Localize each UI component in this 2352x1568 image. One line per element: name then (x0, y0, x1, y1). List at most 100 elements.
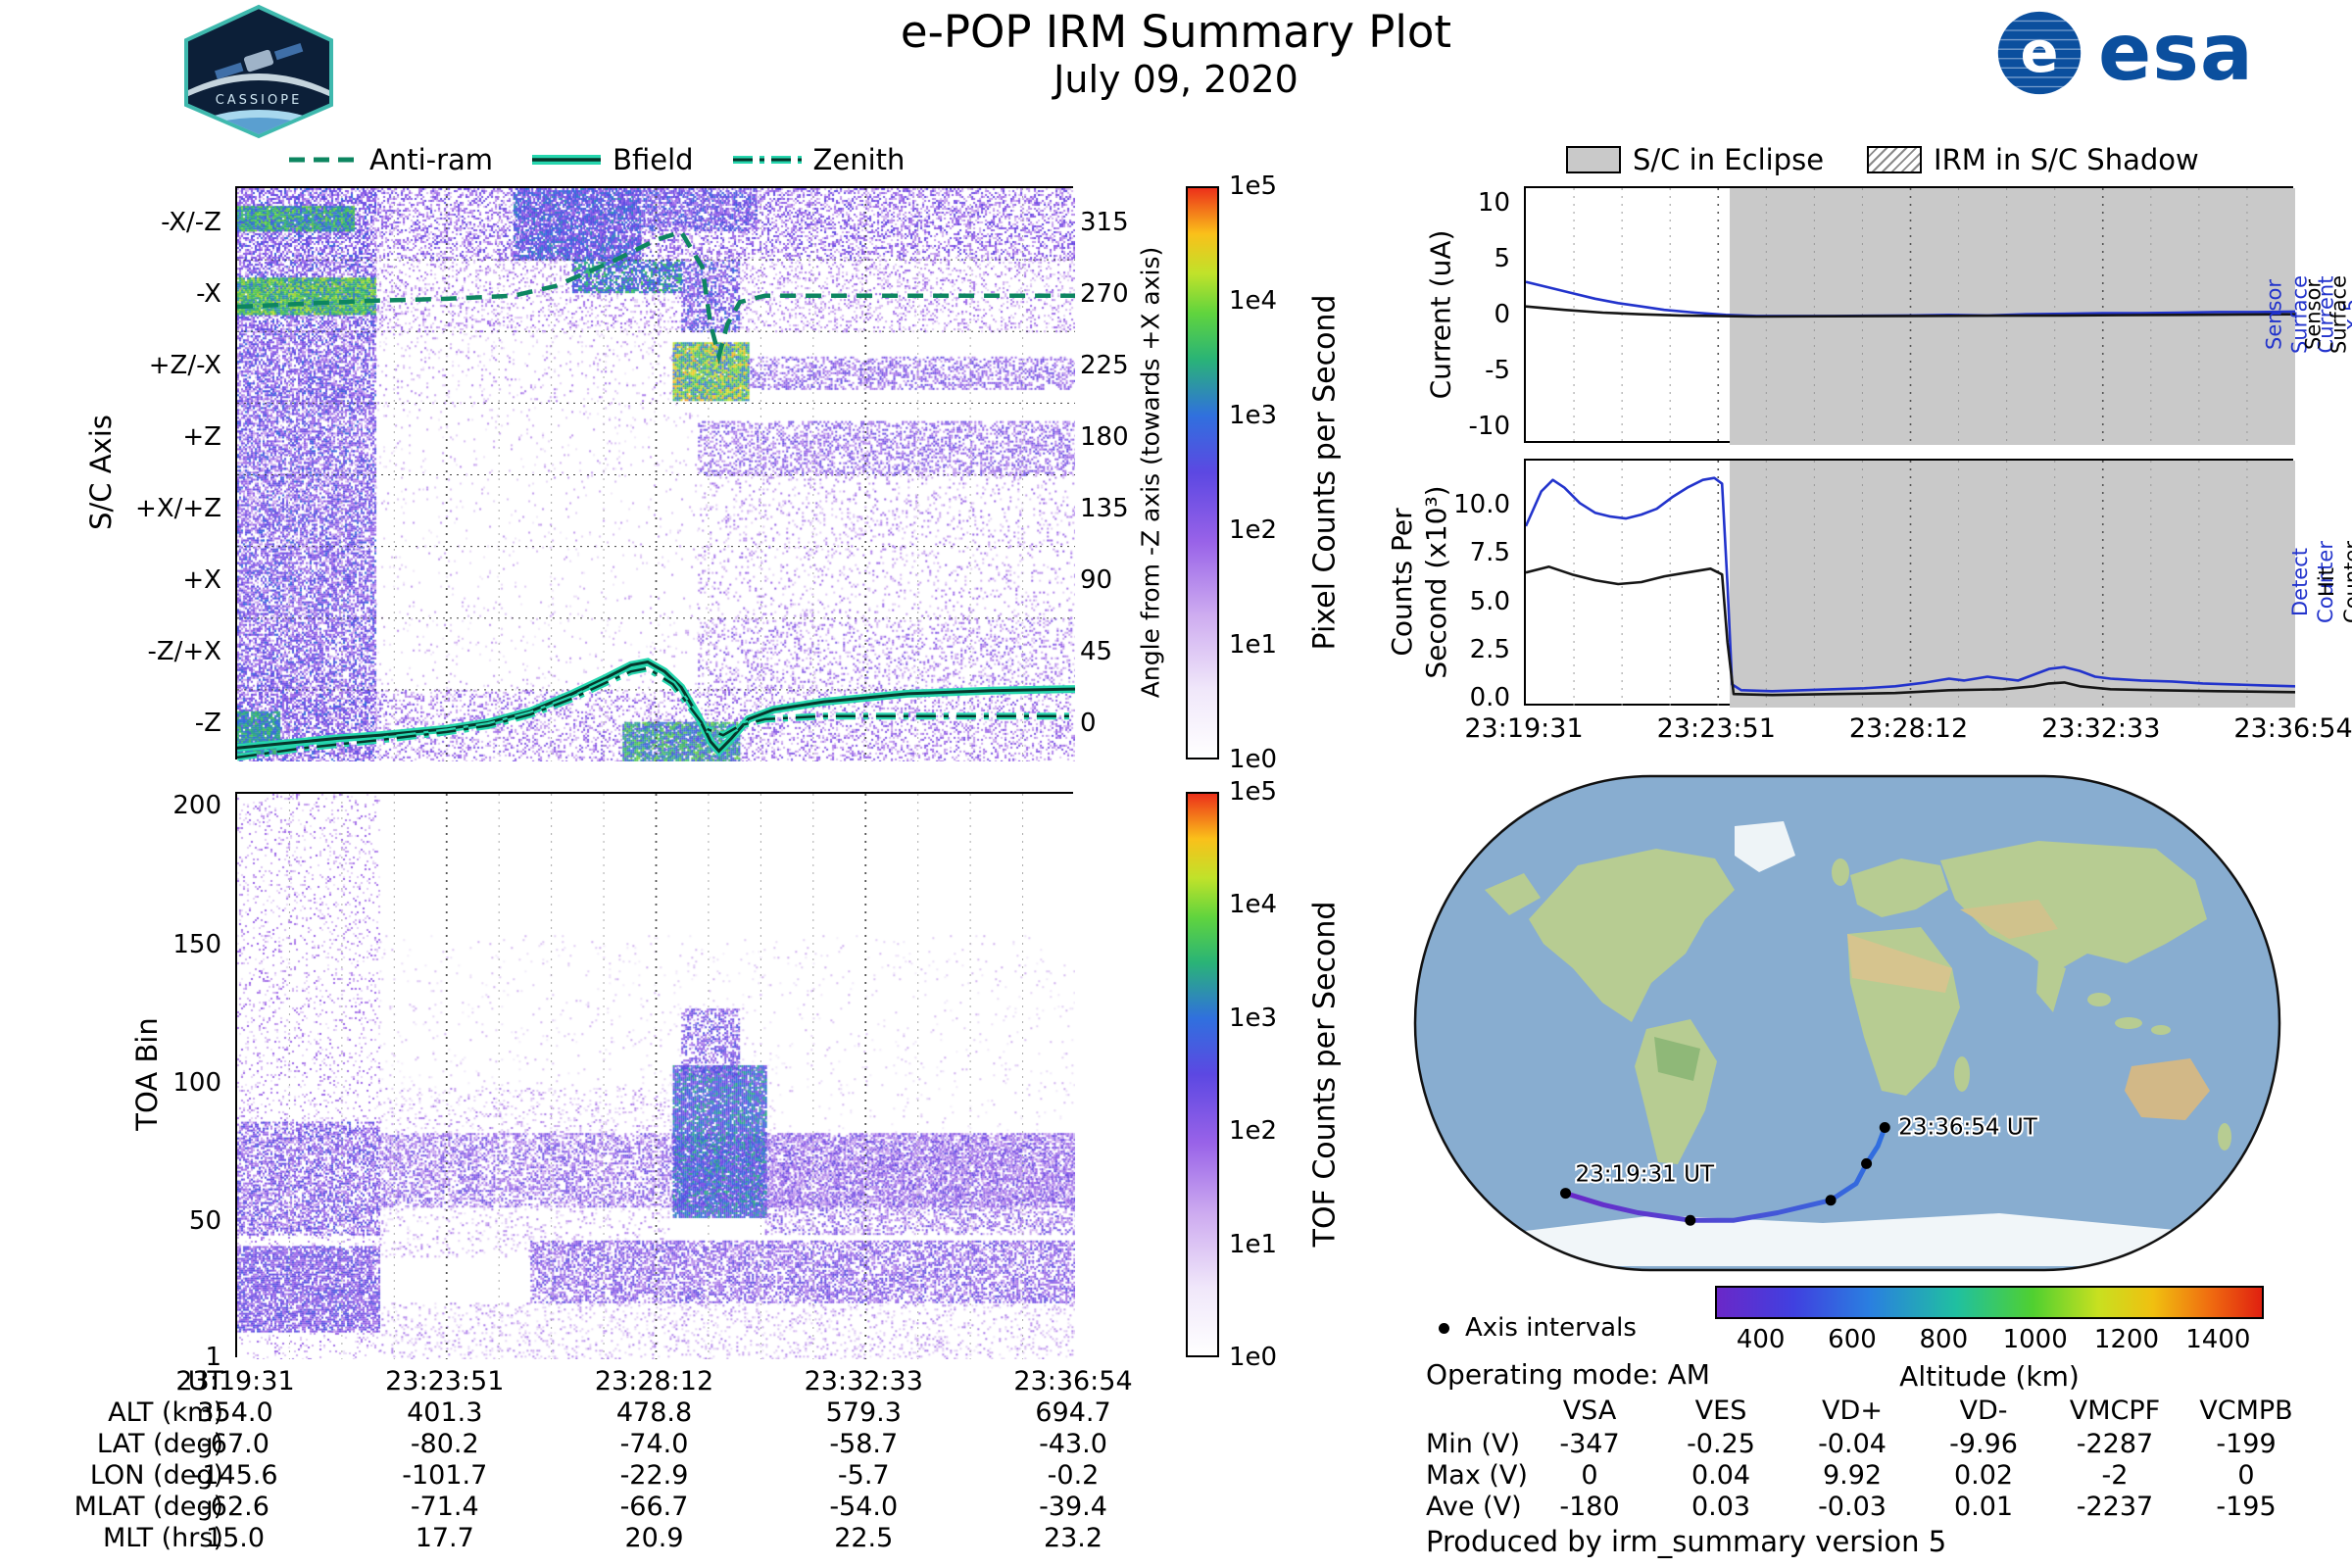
angle-ticks-tick: 135 (1080, 494, 1129, 523)
axis-interval-dot (1861, 1158, 1872, 1169)
legend-item-label: Anti-ram (369, 143, 493, 176)
cbar2-ticks-tick: 1e5 (1229, 777, 1277, 807)
ephemeris-column: 23:36:54 694.7 -43.0 -0.2 -39.4 23.2 (980, 1366, 1166, 1554)
svg-text:e: e (2021, 20, 2059, 85)
spec1-yticks-tick: -Z (195, 709, 221, 738)
axis-intervals-label: Axis intervals (1465, 1313, 1637, 1343)
ephemeris-value: -145.6 (142, 1460, 328, 1492)
filled-swatch-icon (1566, 146, 1621, 173)
altitude-colorbar-ticks: 400 600 800 1000 1200 1400 (1715, 1325, 2264, 1354)
ephemeris-column: 23:32:33 579.3 -58.7 -5.7 -54.0 22.5 (770, 1366, 956, 1554)
angle-axis-label: Angle from -Z axis (towards +X axis) (1135, 247, 1165, 699)
ephemeris-value: -74.0 (562, 1429, 748, 1460)
hatched-swatch-icon (1867, 146, 1922, 173)
cbar2-ticks-tick: 1e0 (1229, 1343, 1277, 1372)
right-panels-xtick-labels: 23:19:31 23:23:51 23:28:12 23:32:33 23:36:54 (1524, 713, 2293, 747)
ephemeris-value: -0.2 (980, 1460, 1166, 1492)
produced-by-text: Produced by irm_summary version 5 (1426, 1525, 1946, 1558)
right-xticks-tick: 23:19:31 (1464, 713, 1583, 744)
voltage-value: 0.04 (1691, 1460, 1750, 1491)
ephemeris-value: -101.7 (352, 1460, 538, 1492)
ephemeris-value: -58.7 (770, 1429, 956, 1460)
eclipse-shadow-legend: S/C in Eclipse IRM in S/C Shadow (1566, 143, 2199, 176)
ephemeris-value: 354.0 (142, 1397, 328, 1429)
right-xticks-tick: 23:32:33 (2041, 713, 2160, 744)
voltage-value: -195 (2216, 1492, 2276, 1522)
tof-counts-colorbar-ticks: 1e5 1e4 1e3 1e2 1e1 1e0 (1227, 792, 1305, 1357)
right-xticks-tick: 23:28:12 (1849, 713, 1968, 744)
voltage-value: 0.03 (1691, 1492, 1750, 1522)
altbar-ticks-tick: 1200 (2094, 1325, 2159, 1354)
cbar2-ticks-tick: 1e2 (1229, 1116, 1277, 1146)
ephemeris-value: 478.8 (562, 1397, 748, 1429)
spec2-yticks-tick: 150 (172, 930, 221, 959)
ephemeris-value: -22.9 (562, 1460, 748, 1492)
axis-interval-dot (1560, 1188, 1571, 1199)
spec2-yticks-tick: 200 (172, 791, 221, 820)
voltage-value: -2 (2102, 1460, 2129, 1491)
esa-logo: e esa (1994, 8, 2254, 98)
voltage-value: 0 (2237, 1460, 2254, 1491)
toa-bin-spectrogram (235, 792, 1073, 1357)
voltage-col-header: VD- (1959, 1396, 2007, 1426)
voltage-value: -347 (1559, 1429, 1619, 1459)
spec1-yticks-tick: +Z (182, 422, 221, 452)
spec1-yticks-tick: -Z/+X (147, 637, 221, 666)
ephemeris-value: 694.7 (980, 1397, 1166, 1429)
legend-item-anti-ram: Anti-ram (289, 143, 493, 176)
epop-irm-summary-page: CASSIOPE e-POP IRM Summary Plot July 09,… (0, 0, 2352, 1568)
angle-ticks-tick: 0 (1080, 709, 1097, 738)
right-xticks-tick: 23:23:51 (1657, 713, 1776, 744)
ephemeris-value: -66.7 (562, 1492, 748, 1523)
cbar1-ticks-tick: 1e2 (1229, 515, 1277, 545)
ephemeris-value: 22.5 (770, 1523, 956, 1554)
current-ylabel: Current (uA) (1424, 230, 1458, 400)
hit-counter-label: Hit Counter (2314, 541, 2352, 623)
ephemeris-value: 579.3 (770, 1397, 956, 1429)
angle-ticks-tick: 180 (1080, 422, 1129, 452)
spec1-yticks-tick: -X (196, 279, 221, 309)
p1-yticks-tick: 0 (1494, 300, 1510, 329)
voltage-col-header: VES (1695, 1396, 1747, 1426)
p1-yticks-tick: -5 (1485, 356, 1510, 385)
axis-interval-dot (1880, 1122, 1890, 1133)
ephemeris-value: 23:32:33 (770, 1366, 956, 1397)
track-start-label: 23:19:31 UT (1576, 1162, 1715, 1188)
ephemeris-value: -71.4 (352, 1492, 538, 1523)
ephemeris-value: 23:36:54 (980, 1366, 1166, 1397)
p2-yticks-tick: 10.0 (1453, 490, 1510, 519)
counters-chart (1526, 461, 2295, 708)
voltage-col-header: VMCPF (2070, 1396, 2160, 1426)
right-xticks-tick: 23:36:54 (2233, 713, 2352, 744)
voltage-col-header: VCMPB (2199, 1396, 2292, 1426)
legend-item-hatched: IRM in S/C Shadow (1867, 143, 2199, 176)
p1-yticks-tick: 10 (1478, 188, 1510, 218)
voltage-value: -0.03 (1818, 1492, 1886, 1522)
sensor-surface-current-label: Sensor Surface Current (2301, 275, 2352, 354)
tof-counts-colorbar-label: TOF Counts per Second (1306, 902, 1344, 1248)
altitude-colorbar (1715, 1286, 2264, 1319)
toa-bin-overlay (237, 794, 1075, 1359)
map-base (1411, 772, 2283, 1274)
angle-ticks-tick: 225 (1080, 351, 1129, 380)
spec1-yticks-tick: +X (182, 565, 221, 595)
voltage-row-label: Min (V) (1426, 1429, 1520, 1459)
legend-item-bfield: Bfield (532, 143, 693, 176)
altbar-ticks-tick: 800 (1920, 1325, 1969, 1354)
voltage-value: -0.04 (1818, 1429, 1886, 1459)
ephemeris-column: 23:19:31 354.0 -67.0 -145.6 -62.6 15.0 (142, 1366, 328, 1554)
p1-yticks-tick: -10 (1469, 412, 1510, 441)
altbar-ticks-tick: 1000 (2003, 1325, 2068, 1354)
toa-bin-ylabel: TOA Bin (129, 1017, 165, 1130)
counts-ylabel: Counts Per Second (x10³) (1385, 485, 1453, 678)
axis-interval-dot (1685, 1215, 1695, 1226)
ephemeris-value: -67.0 (142, 1429, 328, 1460)
p1-yticks-tick: 5 (1494, 244, 1510, 273)
sc-axis-overlay (237, 188, 1075, 761)
ephemeris-value: -62.6 (142, 1492, 328, 1523)
voltage-value: -0.25 (1687, 1429, 1755, 1459)
solid-line-sample-icon (532, 153, 601, 167)
voltage-value: -9.96 (1949, 1429, 2018, 1459)
pixel-counts-colorbar-label: Pixel Counts per Second (1306, 295, 1344, 651)
angle-ticks-tick: 90 (1080, 565, 1112, 595)
